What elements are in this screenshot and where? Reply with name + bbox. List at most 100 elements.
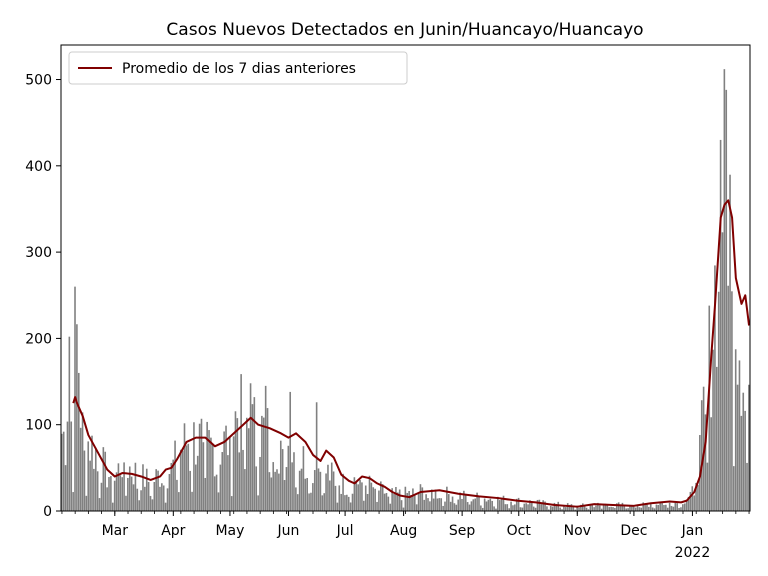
daily-bar xyxy=(259,456,261,511)
daily-bar xyxy=(276,469,278,511)
daily-bar xyxy=(61,433,63,511)
daily-bar xyxy=(76,324,78,511)
daily-bar xyxy=(447,494,450,511)
daily-bar xyxy=(397,492,399,511)
daily-bar xyxy=(674,502,677,511)
daily-bar xyxy=(387,496,390,511)
daily-bar xyxy=(468,504,471,511)
daily-bar xyxy=(212,443,214,511)
daily-bar xyxy=(179,449,182,511)
daily-bar xyxy=(81,412,84,511)
daily-bar xyxy=(544,501,546,511)
daily-bar xyxy=(172,459,174,511)
daily-bar xyxy=(202,442,205,511)
y-axis: 0 100 200 300 400 500 xyxy=(25,73,61,520)
daily-bar xyxy=(617,502,620,511)
legend-box xyxy=(68,51,408,85)
daily-bar xyxy=(195,464,197,511)
daily-bar xyxy=(716,366,718,511)
y-tick-label: 100 xyxy=(25,418,52,434)
daily-bar xyxy=(649,503,652,511)
daily-bar xyxy=(474,498,476,511)
x-tick-label: Jun xyxy=(277,523,300,539)
daily-bar xyxy=(336,502,339,511)
daily-bar xyxy=(470,501,473,511)
daily-bar xyxy=(264,385,267,511)
daily-bar xyxy=(480,505,482,511)
daily-bar xyxy=(723,69,726,511)
daily-bar xyxy=(217,492,220,511)
daily-bar xyxy=(204,477,207,511)
daily-bar xyxy=(561,509,563,511)
daily-bar xyxy=(289,391,292,511)
daily-bar xyxy=(232,436,235,511)
x-tick-label: Sep xyxy=(449,523,476,539)
daily-bar xyxy=(91,435,93,511)
daily-bar xyxy=(330,462,333,511)
daily-bar xyxy=(440,498,443,511)
daily-bar xyxy=(117,463,120,511)
daily-bar xyxy=(738,360,741,511)
daily-bar xyxy=(651,507,654,511)
daily-bar xyxy=(230,496,233,511)
daily-bar xyxy=(714,265,716,511)
daily-bar xyxy=(349,502,352,511)
daily-bar xyxy=(189,470,191,511)
daily-bar xyxy=(497,496,499,511)
daily-bar xyxy=(733,466,735,511)
y-tick-label: 300 xyxy=(25,245,52,261)
daily-bar xyxy=(638,507,641,511)
daily-bar xyxy=(134,462,137,511)
daily-bar xyxy=(548,509,550,511)
daily-bar xyxy=(489,498,492,511)
daily-bar xyxy=(438,498,441,511)
daily-bar xyxy=(64,465,67,511)
daily-bar xyxy=(434,489,437,511)
daily-bar xyxy=(625,508,628,511)
daily-bar xyxy=(238,452,241,511)
daily-bar xyxy=(351,493,354,511)
daily-bar xyxy=(566,503,569,511)
daily-bar xyxy=(70,421,73,511)
daily-bar xyxy=(532,506,535,511)
daily-bar xyxy=(395,486,397,511)
x-tick-label: May xyxy=(215,523,244,539)
daily-bar xyxy=(145,468,148,511)
daily-bar xyxy=(408,490,410,511)
daily-bar xyxy=(317,468,320,511)
daily-bar xyxy=(602,504,605,511)
daily-bar xyxy=(742,392,745,511)
daily-bar xyxy=(138,500,140,511)
daily-bar xyxy=(427,498,429,511)
daily-bar xyxy=(325,473,327,511)
daily-bar xyxy=(191,491,193,511)
daily-bar xyxy=(364,485,367,511)
daily-bar xyxy=(355,482,358,511)
daily-bar xyxy=(734,349,737,511)
daily-bar xyxy=(210,437,212,511)
daily-bar xyxy=(678,507,680,511)
daily-bar xyxy=(459,492,461,511)
daily-bar xyxy=(300,468,303,511)
daily-bar xyxy=(162,485,165,511)
daily-bar xyxy=(653,508,656,511)
daily-bar xyxy=(334,485,337,511)
daily-bar xyxy=(187,443,190,511)
daily-bar xyxy=(83,450,86,511)
daily-bar xyxy=(247,428,250,511)
daily-bar xyxy=(478,496,480,511)
daily-bar xyxy=(646,503,648,511)
daily-bar xyxy=(457,499,460,511)
daily-bar xyxy=(636,505,639,511)
daily-bar xyxy=(481,507,484,511)
daily-bar xyxy=(323,493,325,511)
daily-bar xyxy=(493,506,495,511)
x-tick-label: Jan xyxy=(681,523,704,539)
daily-bar xyxy=(683,503,686,511)
x-tick-label: Nov xyxy=(564,523,591,539)
daily-bar xyxy=(155,469,157,511)
daily-bar xyxy=(676,503,678,511)
daily-bar xyxy=(432,498,435,511)
daily-bar xyxy=(198,423,201,511)
daily-bar xyxy=(485,501,488,511)
